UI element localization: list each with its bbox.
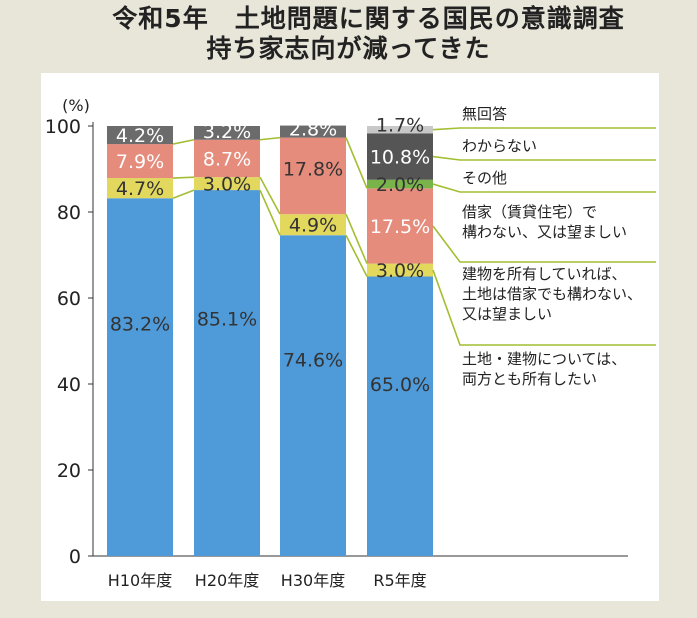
y-tick-label: 0: [69, 546, 81, 568]
data-label: 2.0%: [376, 174, 424, 196]
connector-line: [345, 137, 368, 189]
y-tick-label: 40: [57, 374, 81, 396]
legend-text: その他: [462, 169, 507, 187]
connector-line: [259, 176, 281, 215]
connector-line: [259, 189, 281, 236]
data-label: 4.9%: [289, 215, 337, 237]
data-label: 85.1%: [197, 308, 257, 330]
bar-segment: [107, 198, 173, 557]
data-label: 4.2%: [116, 125, 164, 147]
legend-text: 無回答: [462, 105, 507, 123]
bar-segment: [280, 137, 346, 215]
data-label: 17.8%: [283, 159, 343, 181]
legend-leader-line: [432, 269, 656, 346]
legend-text: 借家（賃貸住宅）で: [462, 203, 597, 221]
y-axis-unit: (%): [62, 96, 90, 115]
bar-segment: [367, 126, 433, 134]
data-label: 2.8%: [289, 119, 337, 141]
connector-line: [172, 176, 195, 179]
legend-leader-line: [432, 155, 656, 161]
x-tick-label: H30年度: [281, 571, 345, 590]
data-label: 3.0%: [376, 260, 424, 282]
connector-line: [345, 213, 368, 264]
bar-segment: [107, 144, 173, 179]
y-tick-label: 20: [57, 460, 81, 482]
legend-text: 建物を所有していれば、: [462, 265, 627, 283]
bar-segment: [194, 126, 260, 140]
connector-line: [172, 189, 195, 199]
data-label: 8.7%: [203, 148, 251, 170]
bar-segment: [194, 139, 260, 178]
bar-segment: [107, 178, 173, 199]
data-label: 10.8%: [370, 147, 430, 169]
bar-segment: [280, 214, 346, 236]
connector-line: [172, 138, 195, 145]
legend-text: 構わない、又は望ましい: [462, 223, 627, 241]
legend-leader-line: [432, 183, 656, 193]
legend-text: 両方とも所有したい: [462, 370, 597, 388]
data-label: 7.9%: [116, 151, 164, 173]
data-label: 17.5%: [370, 216, 430, 238]
data-label: 3.2%: [203, 121, 251, 143]
legend-text: 土地は借家でも構わない、: [462, 285, 642, 303]
legend-text: わからない: [462, 137, 537, 155]
data-label: 65.0%: [370, 374, 430, 396]
chart-subtitle: 持ち家志向が減ってきた: [206, 34, 491, 63]
y-tick-label: 100: [45, 116, 81, 138]
bar-segment: [107, 126, 173, 145]
bar-segment: [367, 263, 433, 277]
legend-leader-line: [432, 127, 656, 131]
x-tick-label: R5年度: [373, 571, 426, 590]
legend-leader-line: [432, 225, 656, 263]
bar-segment: [367, 133, 433, 180]
data-label: 1.7%: [376, 114, 424, 136]
bar-segment: [280, 125, 346, 138]
x-tick-label: H10年度: [108, 571, 172, 590]
data-label: 3.0%: [203, 174, 251, 196]
bar-segment: [280, 235, 346, 556]
bar-segment: [367, 276, 433, 556]
data-label: 74.6%: [283, 350, 343, 372]
connector-line: [345, 234, 368, 277]
bar-segment: [367, 179, 433, 189]
x-tick-label: H20年度: [195, 571, 259, 590]
y-tick-label: 60: [57, 288, 81, 310]
data-label: 4.7%: [116, 178, 164, 200]
connector-line: [259, 136, 281, 141]
y-tick-label: 80: [57, 202, 81, 224]
legend-text: 土地・建物については、: [462, 350, 626, 368]
bar-segment: [367, 188, 433, 264]
bar-segment: [194, 177, 260, 191]
bar-segment: [194, 190, 260, 556]
chart-title: 令和5年 土地問題に関する国民の意識調査: [112, 4, 625, 33]
data-label: 83.2%: [110, 314, 170, 336]
title-block: 令和5年 土地問題に関する国民の意識調査 持ち家志向が減ってきた: [0, 4, 697, 64]
legend-text: 又は望ましい: [462, 305, 552, 323]
